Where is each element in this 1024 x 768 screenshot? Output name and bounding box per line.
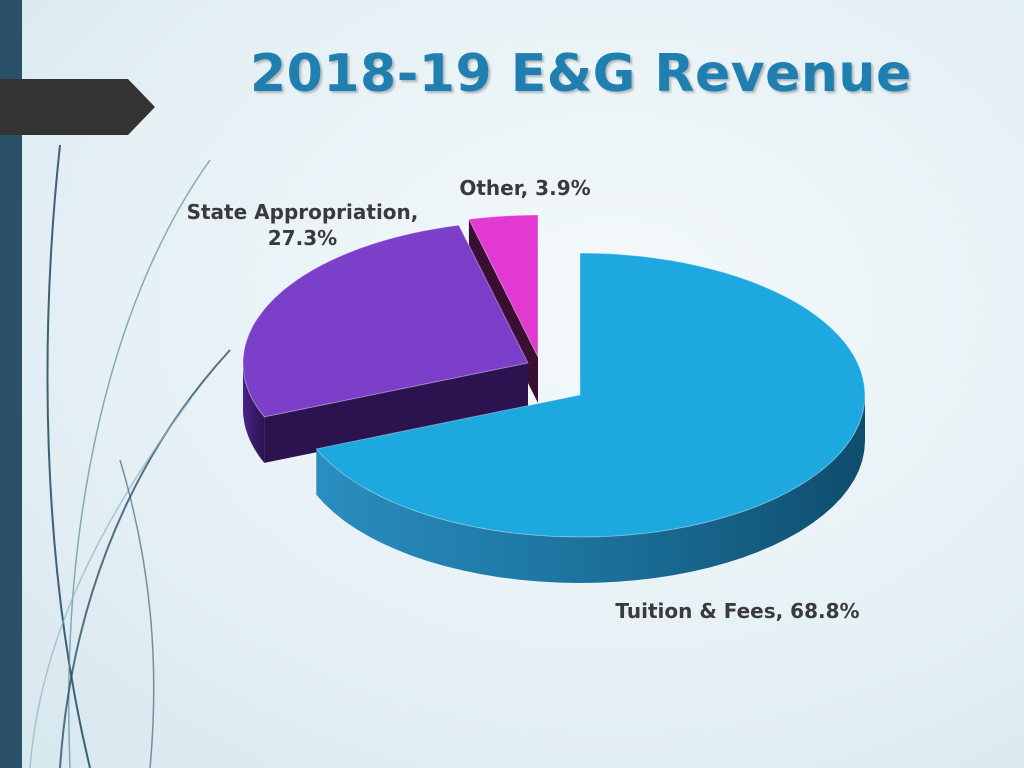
pie-slice-state-appropriation (242, 224, 529, 463)
slice-label-state-appropriation: State Appropriation, 27.3% (170, 199, 435, 251)
slice-label-other: Other, 3.9% (459, 176, 591, 200)
pie-slice-tuition-fees (315, 252, 866, 583)
title-arrow-marker (0, 79, 155, 135)
slice-label-state-line2: 27.3% (267, 226, 338, 250)
left-accent-bar (0, 0, 22, 768)
slide-title: 2018-19 E&G Revenue (250, 44, 912, 104)
slice-label-tuition-fees: Tuition & Fees, 68.8% (615, 599, 860, 623)
slice-label-state-line1: State Appropriation, (186, 200, 419, 224)
decorative-curves (29, 144, 231, 768)
